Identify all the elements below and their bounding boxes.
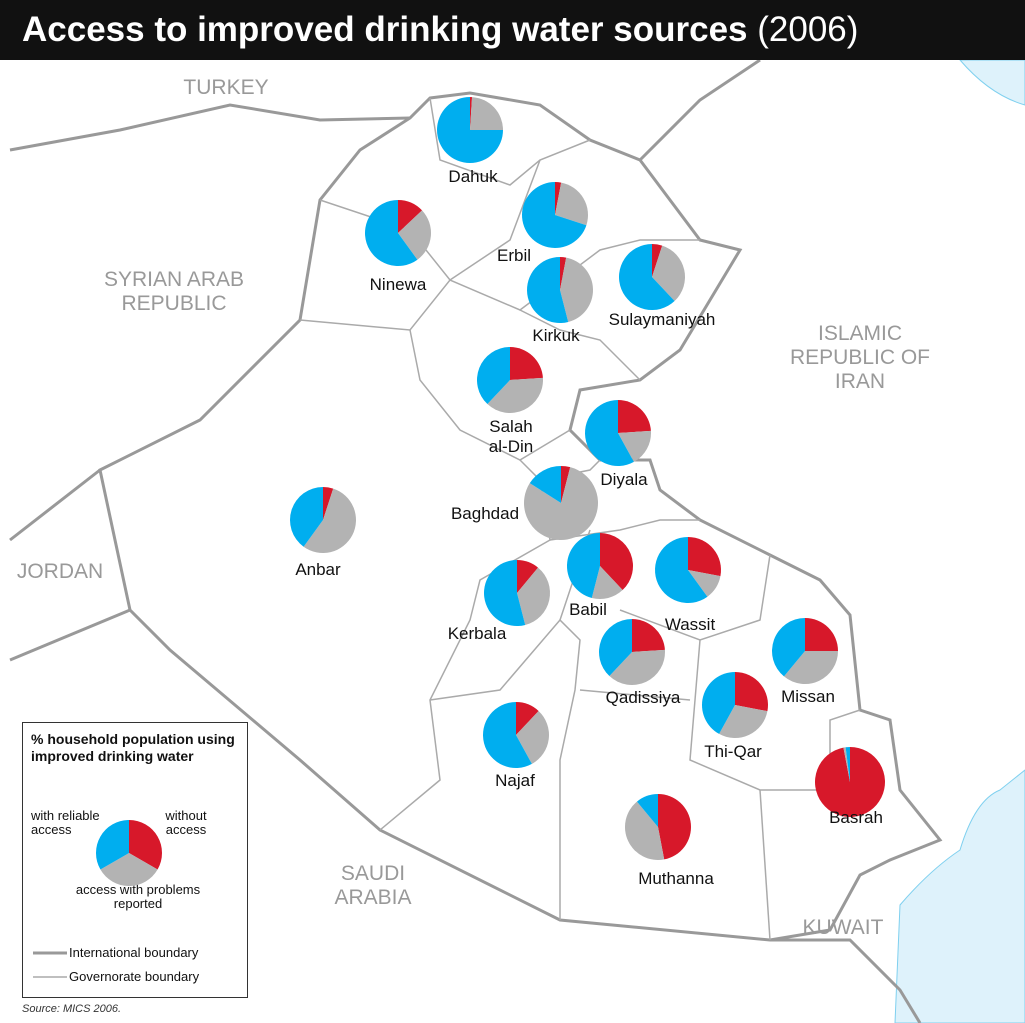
pie-slice xyxy=(735,672,768,712)
pie-slice xyxy=(398,200,423,233)
governorate-label: Salah al-Din xyxy=(488,417,534,456)
governorate-label: Diyala xyxy=(600,470,648,489)
pie-slice xyxy=(477,347,510,405)
pie-slice xyxy=(522,182,587,248)
pie-slice xyxy=(625,801,665,860)
pie-slice xyxy=(470,97,503,130)
pie-slice xyxy=(618,430,651,462)
legend-lines xyxy=(33,951,67,978)
title-bar: Access to improved drinking water source… xyxy=(0,0,1025,60)
pie-slice xyxy=(529,466,561,503)
country-label: ISLAMIC REPUBLIC OF IRAN xyxy=(789,322,931,393)
pie-slice xyxy=(365,200,418,266)
pie-slice xyxy=(510,347,543,380)
pie-slice xyxy=(516,710,549,764)
country-label: SAUDI ARABIA xyxy=(334,862,412,909)
legend-reliable: with reliable access xyxy=(31,808,100,837)
pie-slice xyxy=(517,567,550,625)
pie-slice xyxy=(561,466,571,503)
pie-slice xyxy=(437,97,503,163)
legend: % household population using improved dr… xyxy=(22,722,248,998)
sea xyxy=(894,769,1025,1023)
pie-slice xyxy=(483,702,532,768)
pie-slice xyxy=(600,533,633,591)
pie-slice xyxy=(805,618,838,651)
governorate-label: Kerbala xyxy=(447,624,507,643)
governorate-label: Basrah xyxy=(829,808,883,827)
governorate-label: Muthanna xyxy=(638,869,714,888)
title-year: (2006) xyxy=(757,10,859,49)
pie-slice xyxy=(470,97,473,130)
legend-slice xyxy=(100,853,158,887)
legend-pie xyxy=(95,820,163,887)
governorate-label: Ninewa xyxy=(369,275,427,294)
pie-slice xyxy=(560,257,567,290)
pie-slice xyxy=(398,210,432,260)
pie-slice xyxy=(517,560,539,593)
international-boundaries xyxy=(9,58,922,1023)
pie-slice xyxy=(658,794,692,860)
pie-slice xyxy=(654,537,708,603)
pie-slice xyxy=(636,794,658,827)
legend-slice xyxy=(95,820,129,870)
pie-slice xyxy=(652,244,663,277)
pie-slice xyxy=(303,488,356,553)
legend-title: % household population using improved dr… xyxy=(31,731,235,764)
pie-slice xyxy=(555,182,562,215)
governorate-label: Thi-Qar xyxy=(704,742,762,761)
title: Access to improved drinking water source… xyxy=(22,10,748,49)
pie-slice xyxy=(772,618,805,677)
governorate-label: Sulaymaniyah xyxy=(608,310,716,329)
governorate-label: Baghdad xyxy=(450,504,520,523)
legend-international: International boundary xyxy=(69,945,199,960)
legend-governorate: Governorate boundary xyxy=(69,969,200,984)
pie-slice xyxy=(814,747,885,818)
pie-slice xyxy=(652,245,685,302)
governorate-label: Wassit xyxy=(664,615,716,634)
governorate-label: Erbil xyxy=(496,246,532,265)
pie-slice xyxy=(484,560,526,626)
pie-slice xyxy=(719,705,768,738)
governorate-label: Dahuk xyxy=(448,167,498,186)
pie-slice xyxy=(323,487,334,520)
pie-slice xyxy=(585,400,634,466)
pie-slice xyxy=(843,747,850,782)
country-label: KUWAIT xyxy=(802,916,884,939)
pie-slice xyxy=(688,537,721,577)
pie-slice xyxy=(618,400,651,433)
country-label: TURKEY xyxy=(183,76,269,99)
pie-slice xyxy=(487,377,543,413)
pie-slice xyxy=(688,570,721,597)
legend-without: without access xyxy=(165,808,207,837)
governorate-label: Najaf xyxy=(495,771,535,790)
pie-slice xyxy=(783,651,838,684)
pie-slice xyxy=(560,257,593,322)
governorate-label: Qadissiya xyxy=(605,688,681,707)
governorate-label: Anbar xyxy=(295,560,341,579)
pie-slice xyxy=(527,257,569,323)
governorate-label: Babil xyxy=(569,600,607,619)
pie-slice xyxy=(591,566,623,600)
country-label: JORDAN xyxy=(16,560,104,583)
pie-slice xyxy=(609,649,665,686)
country-label: SYRIAN ARAB REPUBLIC xyxy=(103,268,245,315)
pie-slice xyxy=(598,619,632,677)
legend-problems: access with problems reported xyxy=(75,882,201,911)
sea xyxy=(958,59,1025,106)
governorate-label: Kirkuk xyxy=(532,326,580,345)
pie-slice xyxy=(566,533,600,598)
pie-slice xyxy=(524,467,599,541)
pie-slice xyxy=(555,182,588,226)
pie-slice xyxy=(632,619,665,652)
source: Source: MICS 2006. xyxy=(22,1003,122,1015)
pie-slice xyxy=(845,747,850,782)
legend-slice xyxy=(129,820,163,870)
pie-slice xyxy=(290,487,323,547)
pie-slice xyxy=(702,672,735,734)
pie-slice xyxy=(516,702,539,735)
pie-slice xyxy=(619,243,675,310)
governorate-label: Missan xyxy=(781,687,835,706)
